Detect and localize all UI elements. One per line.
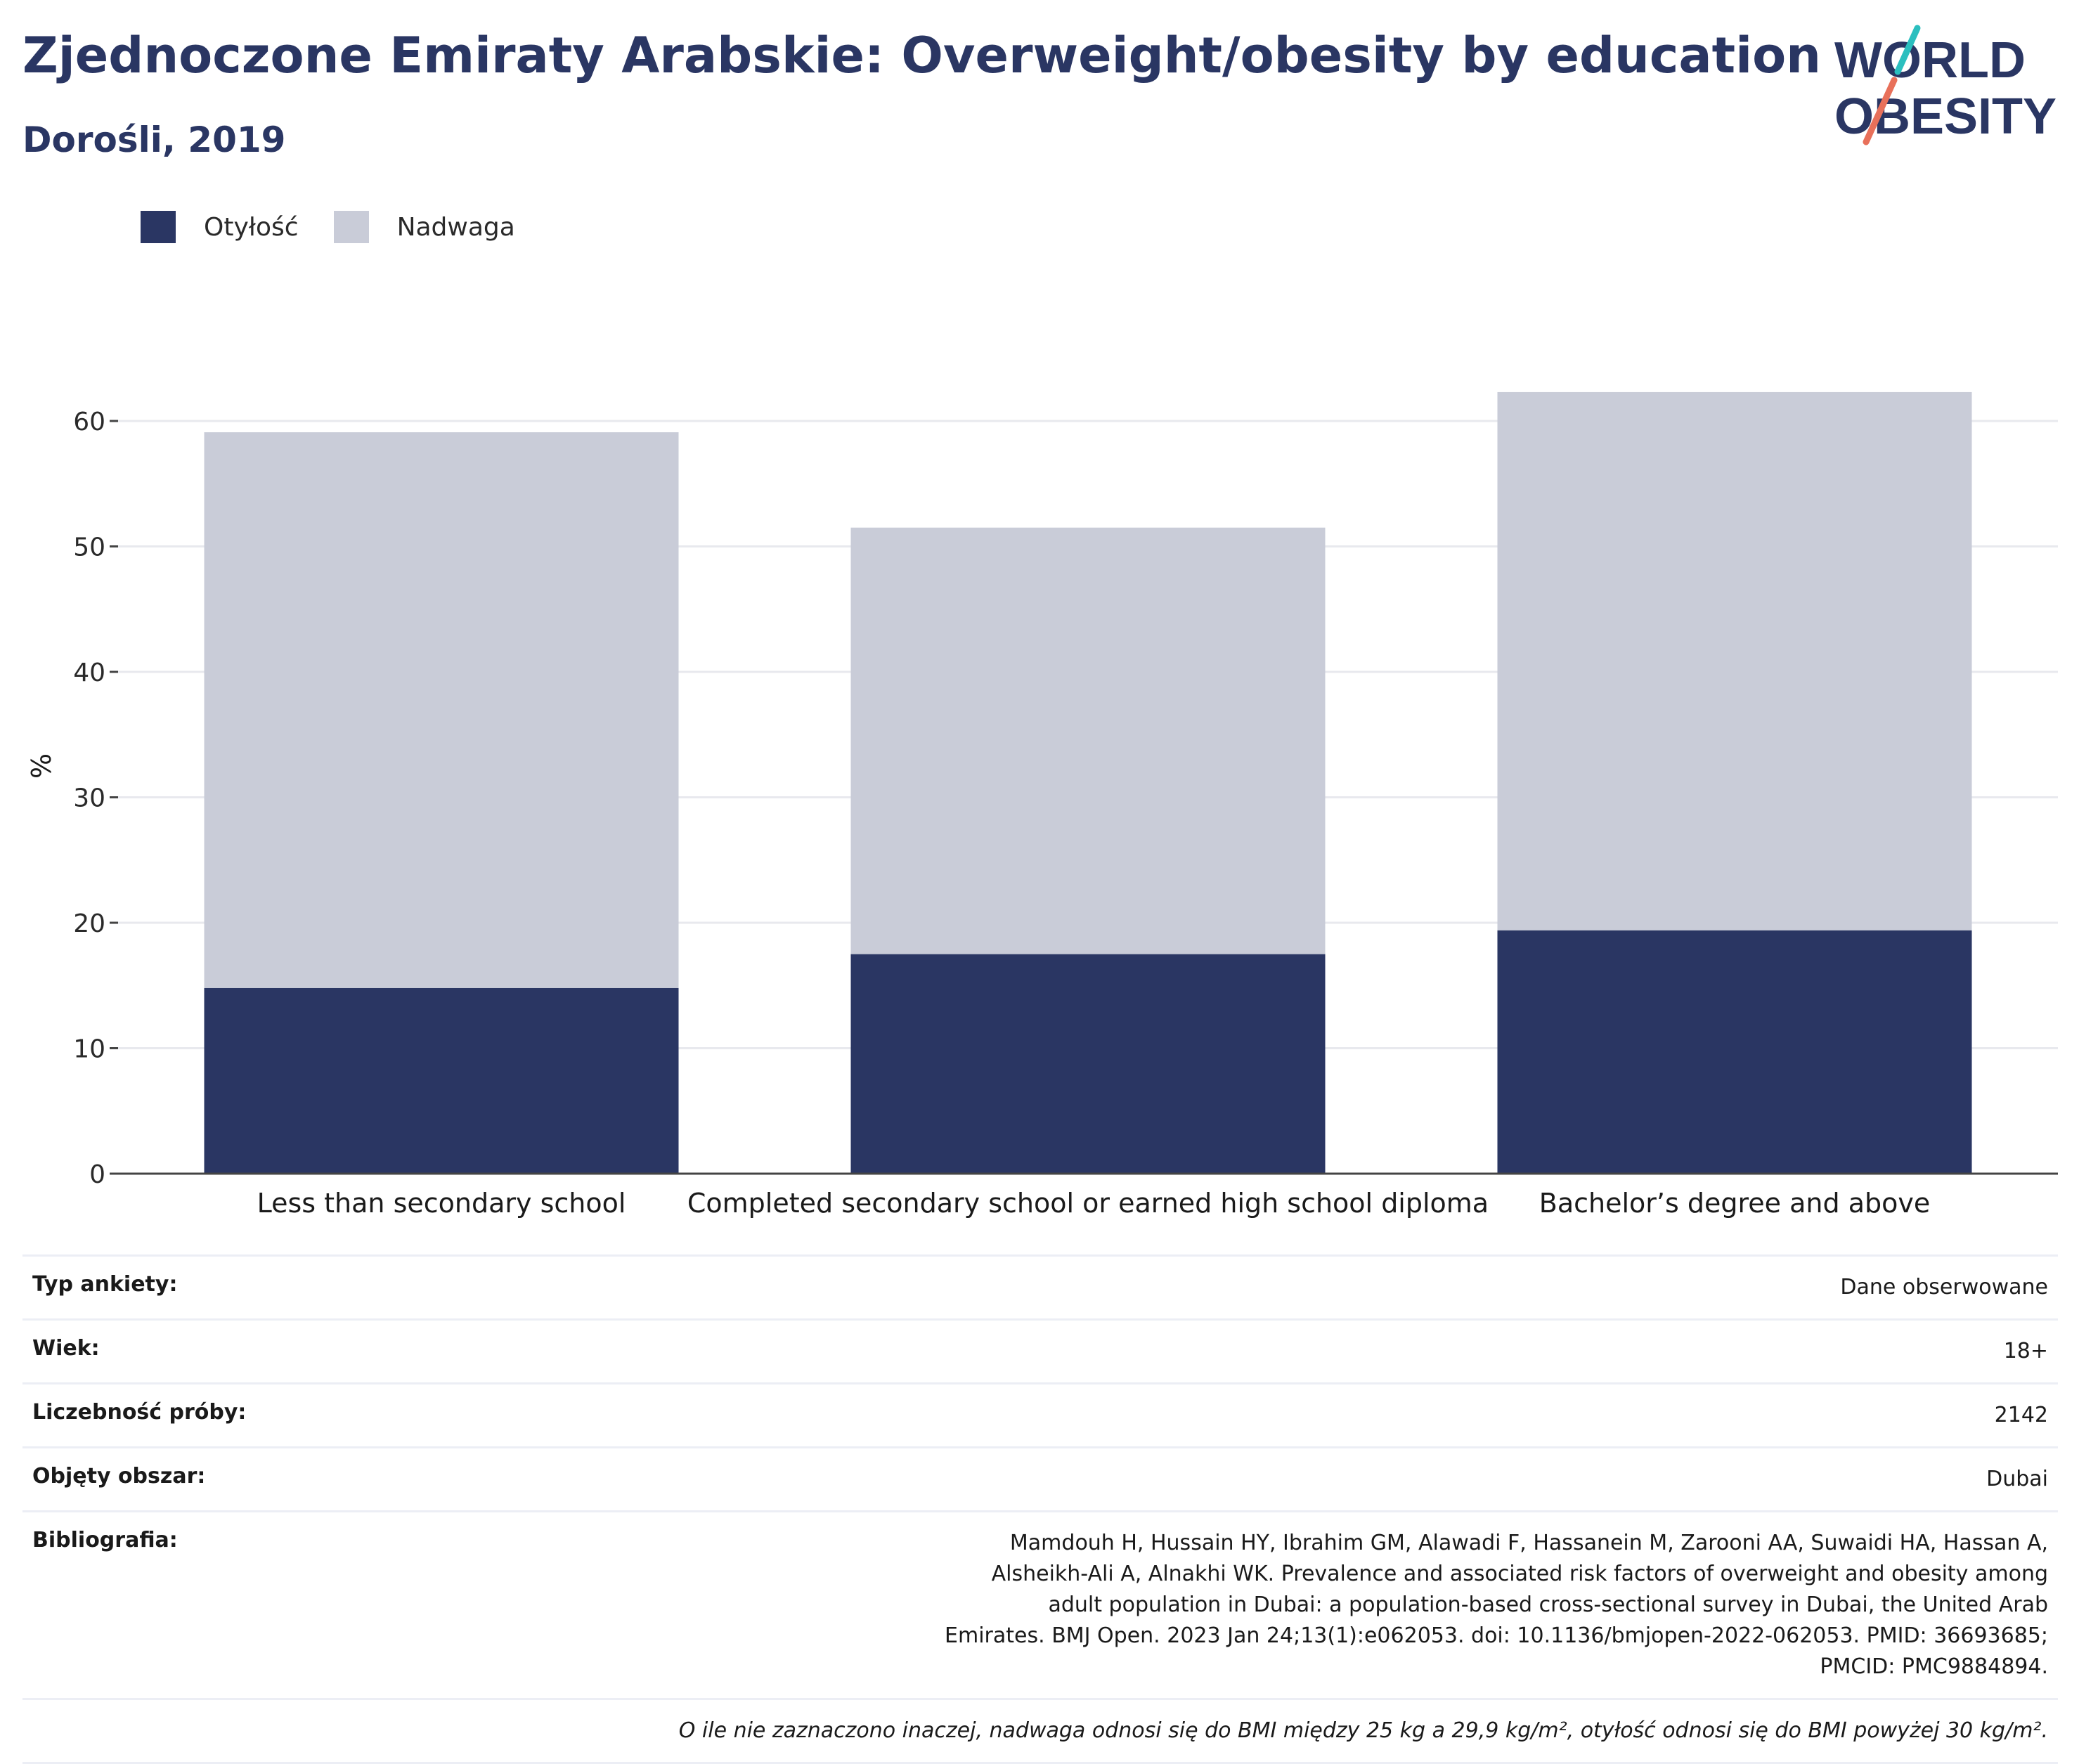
bar-chart: 0 10 20 30 40 50 60 Less than secondary school C… [26, 391, 2058, 1219]
bar-obesity [204, 987, 679, 1174]
x-category-label: Bachelor’s degree and above [1539, 1188, 1930, 1219]
legend-label-overweight: Nadwaga [396, 212, 515, 242]
logo-teal-stroke [1894, 25, 1921, 75]
info-table: Typ ankiety: Dane obserwowane Wiek: 18+ … [22, 1254, 2058, 1764]
y-tick-label: 20 [73, 909, 105, 938]
y-tick-label: 40 [73, 659, 105, 687]
x-category-label: Less than secondary school [257, 1188, 626, 1219]
bar-overweight [1497, 391, 1972, 930]
info-row-area: Objęty obszar: Dubai [22, 1446, 2058, 1512]
info-row-age: Wiek: 18+ [22, 1318, 2058, 1384]
world-obesity-logo: WORLD OBESITY [1834, 25, 2057, 145]
info-key: Typ ankiety: [22, 1254, 394, 1320]
info-row-note: O ile nie zaznaczono inaczej, nadwaga od… [22, 1698, 2058, 1764]
info-row-bibliography: Bibliografia: Mamdouh H, Hussain HY, Ibr… [22, 1510, 2058, 1699]
bar-overweight [850, 527, 1326, 954]
info-value: Mamdouh H, Hussain HY, Ibrahim GM, Alawa… [394, 1510, 2058, 1699]
y-tick-label: 30 [73, 784, 105, 813]
legend-swatch-obesity [141, 211, 176, 243]
bar-obesity [1497, 930, 1972, 1174]
definition-note: O ile nie zaznaczono inaczej, nadwaga od… [22, 1698, 2058, 1764]
axes: 0 10 20 30 40 50 60 Less than secondary school C… [73, 408, 2058, 1219]
info-row-sample-size: Liczebność próby: 2142 [22, 1382, 2058, 1448]
info-value: Dane obserwowane [394, 1254, 2058, 1320]
legend-item-overweight[interactable]: Nadwaga [333, 211, 515, 243]
legend-item-obesity[interactable]: Otyłość [141, 211, 299, 243]
x-category-label: Completed secondary school or earned hig… [687, 1188, 1489, 1219]
logo-word-world: WORLD [1834, 32, 2026, 89]
info-key: Wiek: [22, 1318, 394, 1384]
chart-title: Zjednoczone Emiraty Arabskie: Overweight… [22, 27, 1821, 84]
chart-subtitle: Dorośli, 2019 [22, 119, 286, 160]
bar-obesity [850, 954, 1326, 1174]
y-axis-label: % [26, 753, 57, 779]
logo-coral-stroke [1863, 77, 1898, 145]
legend-swatch-overweight [333, 211, 369, 243]
y-tick-label: 10 [73, 1035, 105, 1064]
chart-legend: Otyłość Nadwaga [141, 211, 550, 243]
info-key: Objęty obszar: [22, 1446, 394, 1512]
info-value: 18+ [394, 1318, 2058, 1384]
info-value: Dubai [394, 1446, 2058, 1512]
y-tick-label: 50 [73, 533, 105, 562]
bar-overweight [204, 432, 679, 988]
info-key: Bibliografia: [22, 1510, 394, 1699]
info-key: Liczebność próby: [22, 1382, 394, 1448]
info-value: 2142 [394, 1382, 2058, 1448]
legend-label-obesity: Otyłość [204, 212, 299, 242]
y-tick-label: 60 [73, 408, 105, 436]
info-row-survey-type: Typ ankiety: Dane obserwowane [22, 1254, 2058, 1320]
bars [204, 391, 1972, 1174]
y-tick-label: 0 [89, 1160, 105, 1189]
